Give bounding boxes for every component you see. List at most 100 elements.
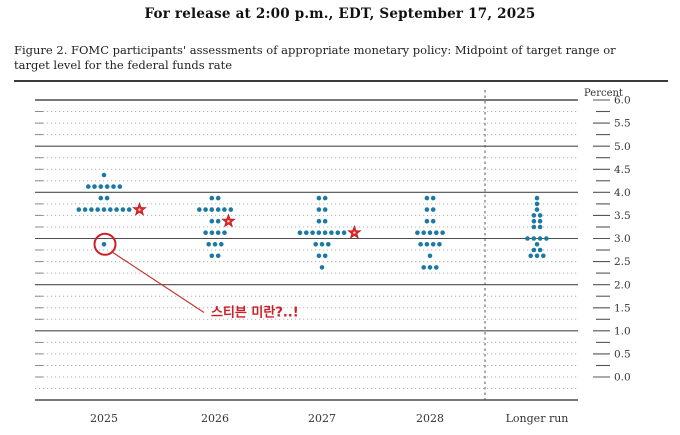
projection-dot xyxy=(117,184,123,189)
projection-dot xyxy=(531,224,537,230)
projection-dot xyxy=(430,195,436,201)
projection-dot xyxy=(222,230,227,235)
projection-dot xyxy=(424,207,430,212)
projection-dot xyxy=(534,253,540,259)
projection-dot xyxy=(322,207,328,212)
projection-dot xyxy=(215,195,221,201)
projection-dot xyxy=(326,242,331,247)
projection-dot xyxy=(215,207,221,212)
projection-dot xyxy=(424,195,430,201)
projection-dot xyxy=(430,218,436,224)
projection-dot xyxy=(531,236,537,241)
projection-dot xyxy=(222,207,227,212)
projection-dot xyxy=(316,207,322,212)
projection-dot xyxy=(82,207,88,212)
projection-dot xyxy=(537,236,543,241)
figure-caption-rule: Figure 2. FOMC participants' assessments… xyxy=(14,43,668,83)
projection-dot xyxy=(228,207,234,212)
projection-dot xyxy=(544,236,549,241)
dot-plot-svg: 6.0 5.5 5.0 4.5 4.0 3.5 3.0 2.5 2.0 1.5 1.0 0.5 0.0 P… xyxy=(35,88,631,425)
projection-dot xyxy=(424,242,430,247)
projection-dot xyxy=(537,213,543,218)
projection-dot xyxy=(415,230,420,235)
projection-dot xyxy=(209,253,215,259)
projection-dot xyxy=(101,207,107,212)
projection-dot xyxy=(297,230,303,235)
projection-dot xyxy=(316,230,322,235)
annotation-callout-text: 스티븐 미란?..! xyxy=(211,305,299,321)
projection-dot xyxy=(525,236,530,241)
projection-dot xyxy=(108,207,113,212)
projection-dot xyxy=(427,230,433,235)
y-axis-label: 2.0 xyxy=(614,279,631,291)
projection-dot xyxy=(209,195,215,201)
y-axis-label: 1.0 xyxy=(614,325,631,337)
projection-dot xyxy=(319,242,325,247)
projection-dot xyxy=(310,230,315,235)
x-axis-label-2028: 2028 xyxy=(416,412,444,425)
projection-dot xyxy=(319,265,325,270)
y-axis-label: 0.5 xyxy=(614,349,631,361)
projection-dot xyxy=(206,242,211,247)
y-axis-label: 2.5 xyxy=(614,256,631,268)
projection-dot xyxy=(120,207,126,212)
star-center-dot xyxy=(227,219,230,223)
projection-dot xyxy=(430,242,436,247)
projection-dot xyxy=(203,207,208,212)
projection-dot xyxy=(101,242,107,247)
projection-dot xyxy=(98,184,104,189)
y-axis-label: 4.5 xyxy=(614,164,631,176)
projection-dot xyxy=(322,218,328,224)
projection-dot xyxy=(316,195,322,201)
projection-dot xyxy=(427,253,433,259)
annotation-circle xyxy=(93,232,117,256)
x-axis-label-longer-run: Longer run xyxy=(506,412,569,425)
projection-dot xyxy=(313,242,319,247)
projection-dot xyxy=(219,242,224,247)
y-axis-label: 3.5 xyxy=(614,210,631,222)
projection-dot xyxy=(203,230,208,235)
projection-dot xyxy=(541,253,546,259)
projection-dot xyxy=(534,242,540,247)
projection-dot xyxy=(209,230,215,235)
percent-axis-title: Percent xyxy=(584,88,623,99)
projection-dot xyxy=(212,242,218,247)
projection-dot xyxy=(434,230,439,235)
projection-dot xyxy=(209,207,215,212)
projection-dot xyxy=(98,195,104,201)
release-header: For release at 2:00 p.m., EDT, September… xyxy=(144,6,536,22)
projection-dot xyxy=(329,230,334,235)
y-axis-label: 3.0 xyxy=(614,233,631,245)
projection-dot xyxy=(126,207,132,212)
projection-dot xyxy=(215,230,221,235)
star-center-dot xyxy=(353,231,356,234)
projection-dot xyxy=(537,224,543,230)
projection-dot xyxy=(322,230,328,235)
projection-dot xyxy=(531,213,537,218)
y-axis-label: 5.5 xyxy=(614,118,631,130)
projection-dot xyxy=(111,184,116,189)
projection-dot xyxy=(316,218,322,224)
figure-caption: Figure 2. FOMC participants' assessments… xyxy=(14,43,616,73)
projection-dot xyxy=(209,218,215,224)
projection-dot xyxy=(114,207,119,212)
projection-dot xyxy=(421,230,427,235)
projection-dot xyxy=(101,172,107,178)
projection-dot xyxy=(104,195,110,201)
x-axis-label-2026: 2026 xyxy=(201,412,229,425)
projection-dot xyxy=(76,207,82,212)
projection-dot xyxy=(437,242,442,247)
projection-dot xyxy=(215,218,221,224)
projection-dot xyxy=(440,230,445,235)
dot-plot-chart: 6.0 5.5 5.0 4.5 4.0 3.5 3.0 2.5 2.0 1.5 1.0 0.5 0.0 P… xyxy=(0,75,680,435)
projection-dot xyxy=(104,184,110,189)
annotation-pointer-line xyxy=(112,251,205,314)
y-axis-label: 6.0 xyxy=(614,95,631,107)
projection-dot xyxy=(418,242,423,247)
projection-dot xyxy=(322,195,328,201)
projection-dot xyxy=(534,207,540,212)
projection-dot xyxy=(316,253,322,259)
projection-dot xyxy=(537,247,543,253)
projection-dot xyxy=(434,265,439,270)
